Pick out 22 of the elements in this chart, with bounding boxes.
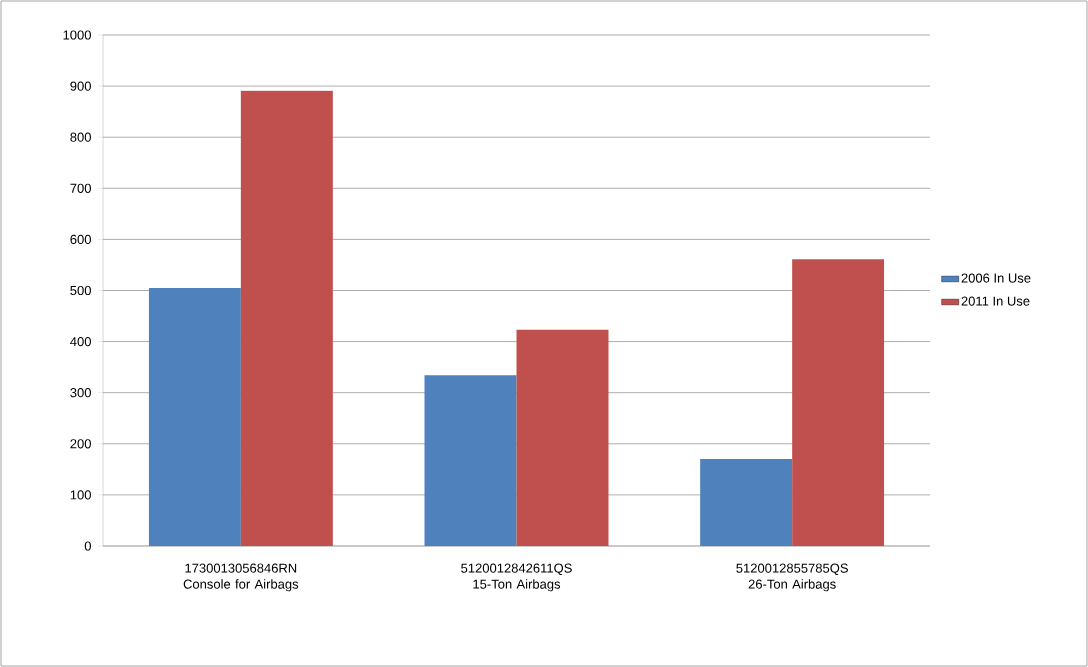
y-tick-label: 500 — [70, 285, 91, 296]
y-tick-label: 1000 — [63, 30, 91, 40]
y-tick-label: 800 — [70, 132, 91, 142]
y-tick-label: 0 — [84, 541, 91, 551]
x-tick-label: 5120012842611QS 15-Ton Airbags — [461, 563, 572, 592]
y-tick-label: 700 — [70, 183, 91, 193]
legend-label: 2011 In Use — [961, 296, 1030, 306]
bar — [148, 287, 241, 546]
bar — [516, 329, 609, 546]
bar — [424, 375, 517, 546]
legend-label: 2006 In Use — [961, 273, 1031, 283]
x-tick-label: 5120012855785QS 26-Ton Airbags — [736, 563, 848, 592]
y-tick-label: 200 — [70, 439, 91, 449]
y-tick-label: 900 — [70, 81, 91, 91]
bar — [792, 259, 885, 546]
y-tick-label: 100 — [70, 490, 91, 500]
y-tick-label: 300 — [70, 388, 91, 398]
y-tick-label: 400 — [70, 336, 91, 347]
bar — [700, 459, 793, 546]
bar — [240, 90, 333, 546]
y-tick-label: 600 — [70, 234, 91, 244]
x-tick-label: 1730013056846RN Console for Airbags — [183, 563, 299, 592]
